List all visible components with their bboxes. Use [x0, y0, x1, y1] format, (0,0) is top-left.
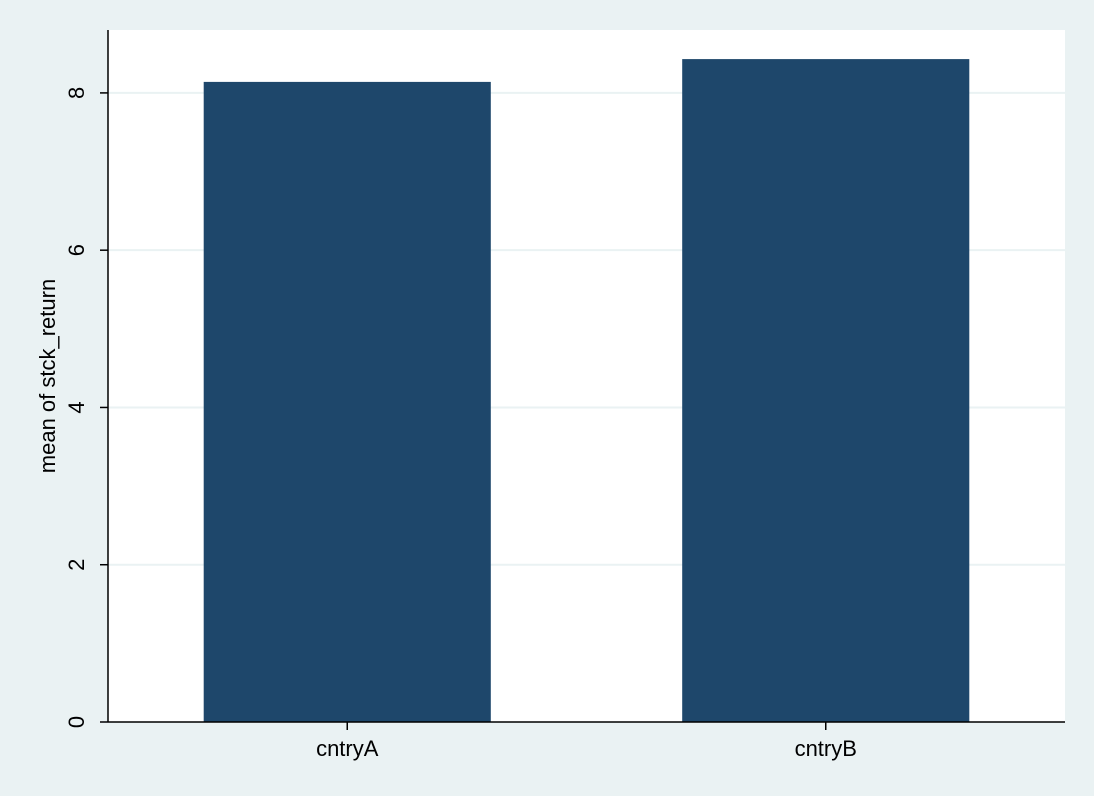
y-tick-label: 8	[64, 87, 89, 99]
x-tick-label: cntryB	[795, 736, 857, 761]
bar-cntryA	[203, 81, 491, 722]
bar-cntryB	[682, 59, 970, 722]
x-tick-label: cntryA	[316, 736, 379, 761]
x-labels: cntryA cntryB	[316, 722, 857, 761]
axes	[107, 30, 1065, 723]
bars	[203, 59, 970, 722]
y-tick-label: 4	[64, 401, 89, 413]
y-axis-title: mean of stck_return	[35, 279, 60, 473]
y-tick-label: 0	[64, 716, 89, 728]
y-tick-label: 2	[64, 559, 89, 571]
y-tick-label: 6	[64, 244, 89, 256]
y-ticks: 0 2 4 6 8	[64, 87, 108, 728]
